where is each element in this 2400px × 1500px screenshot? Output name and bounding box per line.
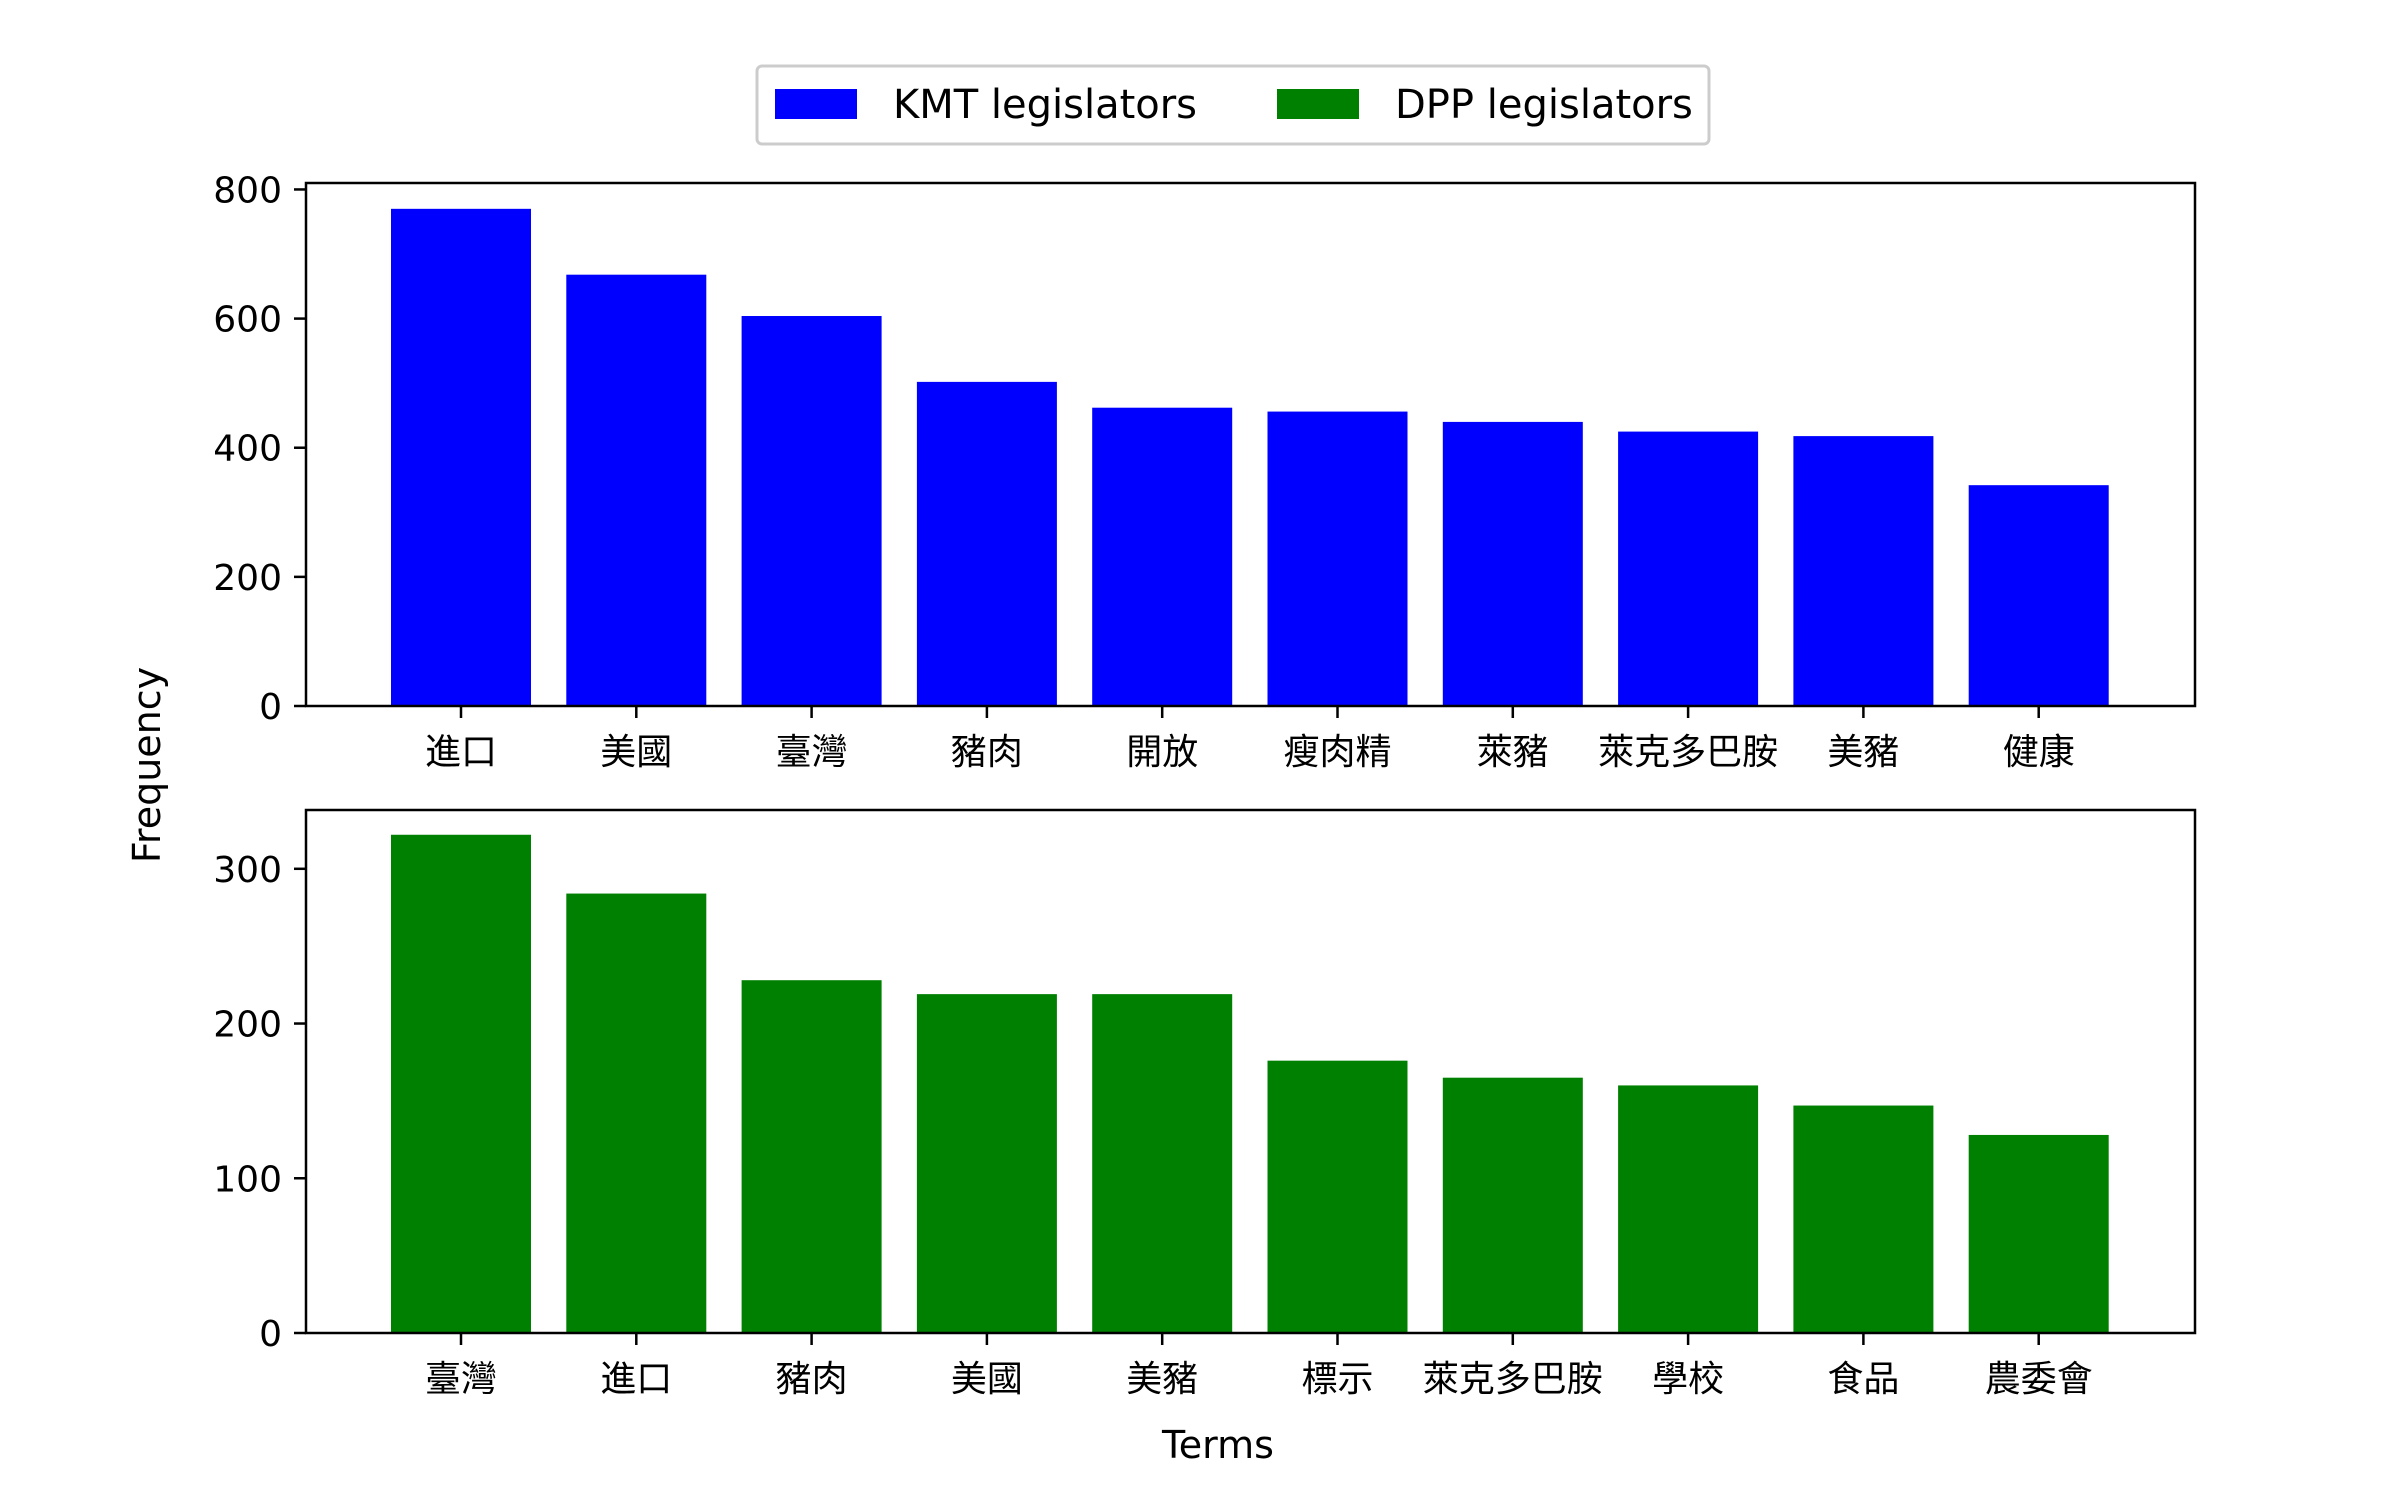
x-tick-label: 臺灣 — [425, 1359, 497, 1400]
x-tick-label: 美國 — [600, 732, 672, 773]
x-tick-label: 食品 — [1827, 1359, 1899, 1400]
x-tick-label: 瘦肉精 — [1283, 732, 1391, 773]
y-tick-label: 200 — [213, 558, 282, 599]
y-tick-label: 0 — [259, 687, 282, 728]
x-tick-label: 農委會 — [1985, 1359, 2093, 1400]
bar — [1618, 1085, 1759, 1333]
x-tick-label: 標示 — [1301, 1359, 1373, 1400]
legend-label-dpp: DPP legislators — [1395, 82, 1693, 128]
subplot-dpp: 0 100 200 300 臺灣 進口 豬肉 美國 美豬 標示 萊克多巴胺 學校 食品 農委會 — [213, 808, 2197, 1400]
x-tick-label: 萊豬 — [1477, 732, 1549, 773]
bar — [1968, 1134, 2109, 1333]
bar — [1092, 407, 1233, 706]
axes-frame — [304, 181, 2197, 708]
bar — [1442, 421, 1583, 706]
bar — [1968, 485, 2109, 706]
x-tick-label: 豬肉 — [951, 732, 1023, 773]
bar — [741, 316, 882, 706]
axes-frame — [304, 808, 2197, 1335]
x-tick-label: 豬肉 — [776, 1359, 848, 1400]
x-tick-label: 健康 — [2003, 732, 2075, 773]
bar — [1092, 994, 1233, 1333]
legend: KMT legislators DPP legislators — [755, 64, 1711, 146]
bar — [1267, 411, 1408, 706]
legend-frame — [755, 64, 1711, 146]
bar — [916, 381, 1057, 706]
x-tick-label: 美豬 — [1126, 1359, 1198, 1400]
y-tick-label: 300 — [213, 850, 282, 891]
bar — [1267, 1060, 1408, 1333]
bar — [1793, 1105, 1934, 1333]
x-tick-label: 臺灣 — [776, 732, 848, 773]
bar — [1442, 1077, 1583, 1333]
y-tick-label: 0 — [259, 1314, 282, 1355]
subplot-kmt: 0 200 400 600 800 進口 美國 臺灣 豬肉 開放 瘦肉精 萊豬 萊克多巴胺 美豬 健康 — [213, 170, 2197, 773]
x-tick-label: 進口 — [425, 732, 497, 773]
x-tick-label: 美豬 — [1827, 732, 1899, 773]
legend-swatch-kmt — [775, 89, 857, 119]
bar — [391, 208, 531, 707]
y-tick-label: 100 — [213, 1159, 282, 1200]
bar — [916, 994, 1057, 1333]
x-tick-label: 開放 — [1126, 732, 1198, 773]
x-axis-label: Terms — [1161, 1423, 1274, 1467]
bar — [741, 980, 882, 1333]
bar — [1793, 436, 1934, 706]
bar — [391, 834, 531, 1333]
y-tick-label: 200 — [213, 1005, 282, 1046]
x-tick-label: 美國 — [951, 1359, 1023, 1400]
bar — [566, 893, 707, 1333]
x-tick-label: 萊克多巴胺 — [1423, 1359, 1603, 1400]
legend-swatch-dpp — [1277, 89, 1359, 119]
bar — [1618, 431, 1759, 706]
y-tick-label: 400 — [213, 429, 282, 470]
x-tick-label: 進口 — [600, 1359, 672, 1400]
y-tick-label: 600 — [213, 300, 282, 341]
y-axis-label: Frequency — [125, 667, 169, 863]
x-tick-label: 學校 — [1652, 1359, 1724, 1400]
x-tick-label: 萊克多巴胺 — [1598, 732, 1778, 773]
bar — [566, 274, 707, 706]
legend-label-kmt: KMT legislators — [893, 82, 1197, 128]
y-tick-label: 800 — [213, 170, 282, 211]
